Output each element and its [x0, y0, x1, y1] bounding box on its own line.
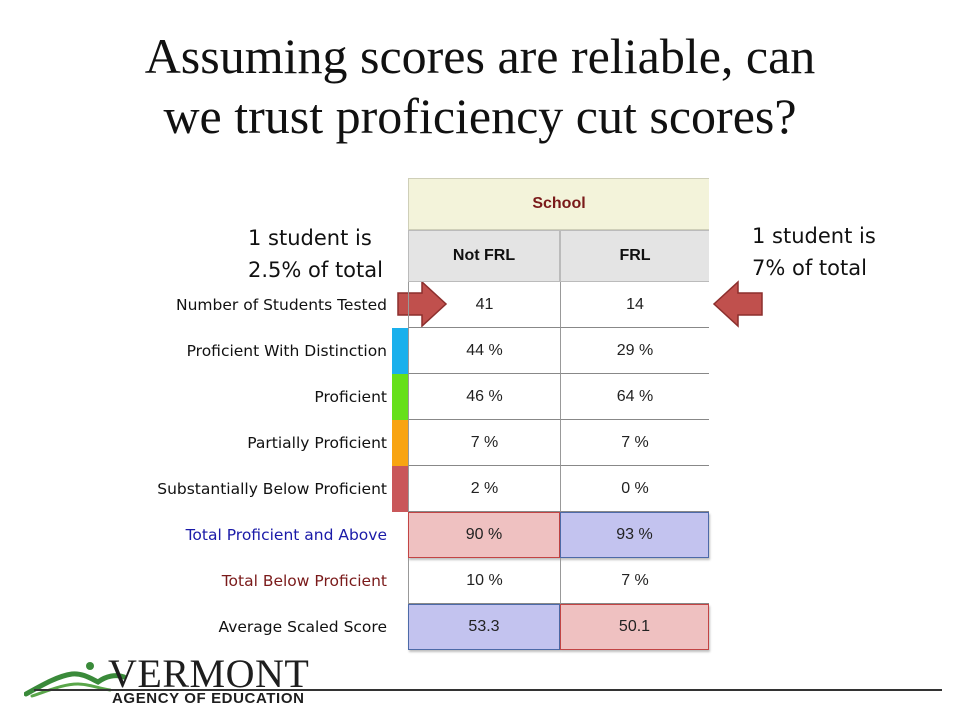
left-arrow-icon [712, 280, 763, 328]
slide-title: Assuming scores are reliable, can we tru… [40, 26, 920, 146]
table-cell: 64 % [560, 374, 709, 420]
row-label: Average Scaled Score [218, 618, 387, 636]
slide-title-line-1: Assuming scores are reliable, can [144, 28, 816, 84]
logo-subtitle: AGENCY OF EDUCATION [112, 690, 305, 707]
level-color-swatch [392, 420, 408, 466]
right-annotation-line-1: 1 student is [752, 224, 876, 248]
row-label: Proficient With Distinction [186, 342, 387, 360]
right-annotation: 1 student is 7% of total [752, 220, 876, 284]
row-label: Total Proficient and Above [185, 526, 387, 544]
row-label: Proficient [314, 388, 387, 406]
column-header-frl: FRL [560, 230, 709, 282]
table-cell: 93 % [560, 512, 709, 558]
row-label: Total Below Proficient [221, 572, 387, 590]
right-arrow-icon [397, 280, 448, 328]
table-group-header: School [408, 178, 709, 230]
level-color-swatch [392, 328, 408, 374]
row-label: Partially Proficient [247, 434, 387, 452]
logo-wordmark: VERMONT [108, 651, 310, 696]
footer-rule [34, 689, 942, 691]
left-annotation-line-2: 2.5% of total [248, 258, 383, 282]
level-color-swatch [392, 466, 408, 512]
table-cell: 41 [408, 282, 560, 328]
table-cell: 29 % [560, 328, 709, 374]
table-cell: 46 % [408, 374, 560, 420]
row-label: Substantially Below Proficient [157, 480, 387, 498]
column-header-not-frl: Not FRL [408, 230, 560, 282]
table-cell: 53.3 [408, 604, 560, 650]
table-cell: 0 % [560, 466, 709, 512]
table-cell: 44 % [408, 328, 560, 374]
table-cell: 7 % [408, 420, 560, 466]
row-label: Number of Students Tested [176, 296, 387, 314]
level-color-swatch [392, 374, 408, 420]
table-cell: 7 % [560, 558, 709, 604]
left-annotation-line-1: 1 student is [248, 226, 372, 250]
table-cell: 14 [560, 282, 709, 328]
slide-title-line-2: we trust proficiency cut scores? [163, 88, 797, 144]
table-cell: 10 % [408, 558, 560, 604]
table-cell: 2 % [408, 466, 560, 512]
table-cell: 90 % [408, 512, 560, 558]
table-cell: 7 % [560, 420, 709, 466]
table-cell: 50.1 [560, 604, 709, 650]
right-annotation-line-2: 7% of total [752, 256, 867, 280]
left-annotation: 1 student is 2.5% of total [248, 222, 383, 286]
